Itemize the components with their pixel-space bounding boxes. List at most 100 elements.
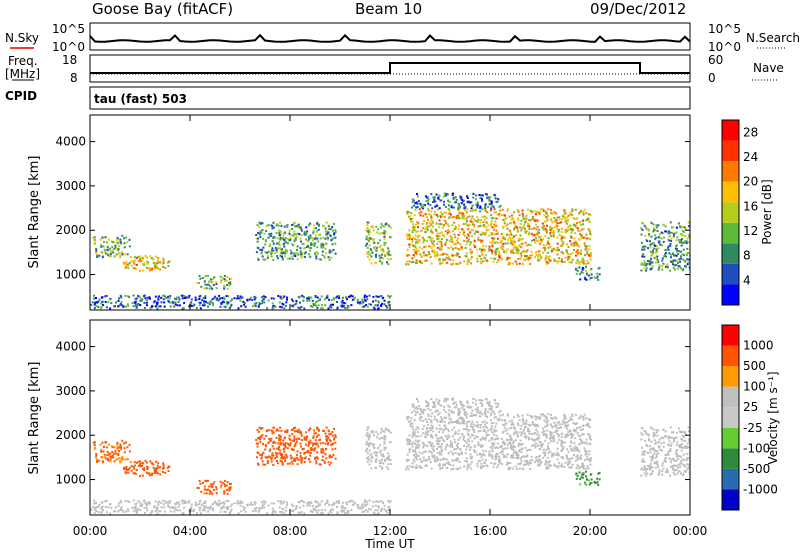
vel-cell: [492, 444, 494, 446]
vel-cell: [289, 435, 291, 437]
power-cell: [464, 223, 466, 225]
vel-cell: [207, 480, 209, 482]
power-cell: [561, 243, 563, 245]
power-cell: [196, 307, 198, 309]
power-cell: [231, 298, 233, 300]
power-cell: [686, 254, 688, 256]
power-cell: [448, 247, 450, 249]
power-cell: [421, 248, 423, 250]
vel-cell: [531, 456, 533, 458]
power-cell: [413, 249, 415, 251]
power-cell: [407, 238, 409, 240]
vel-cell: [124, 451, 126, 453]
power-cell: [531, 240, 533, 242]
power-cell: [421, 255, 423, 257]
power-cell: [651, 253, 653, 255]
vel-cell: [224, 483, 226, 485]
power-cell: [663, 241, 665, 243]
power-cell: [586, 251, 588, 253]
vel-cell: [390, 459, 392, 461]
power-cell: [213, 276, 215, 278]
vel-cell: [573, 429, 575, 431]
vel-cell: [676, 460, 678, 462]
vel-cell: [472, 402, 474, 404]
vel-cell: [688, 426, 690, 428]
vel-cell: [497, 403, 499, 405]
vel-cell: [146, 472, 148, 474]
vel-cell: [567, 424, 569, 426]
power-cell: [312, 300, 314, 302]
vel-cell: [544, 415, 546, 417]
power-cell: [316, 231, 318, 233]
power-cell: [528, 228, 530, 230]
vel-cell: [490, 462, 492, 464]
vel-cell: [134, 472, 136, 474]
power-cell: [143, 302, 145, 304]
power-cell: [559, 234, 561, 236]
power-cell: [539, 258, 541, 260]
vel-cell: [482, 450, 484, 452]
power-cell: [480, 241, 482, 243]
power-cell: [146, 263, 148, 265]
vel-cell: [416, 465, 418, 467]
power-cell: [570, 244, 572, 246]
vel-cell: [649, 451, 651, 453]
vel-cell: [458, 430, 460, 432]
power-cell: [193, 304, 195, 306]
power-cell: [203, 300, 205, 302]
power-cell: [665, 225, 667, 227]
power-cell: [479, 225, 481, 227]
power-cell: [476, 216, 478, 218]
power-cell: [655, 237, 657, 239]
power-cell: [685, 266, 687, 268]
vel-cell: [442, 463, 444, 465]
power-cell: [276, 251, 278, 253]
power-cell: [139, 256, 141, 258]
power-cell: [676, 248, 678, 250]
power-cell: [487, 196, 489, 198]
vel-cell: [480, 446, 482, 448]
vel-cell: [418, 444, 420, 446]
power-cell: [587, 220, 589, 222]
power-cell: [431, 263, 433, 265]
vel-cell: [502, 448, 504, 450]
power-cell: [252, 305, 254, 307]
vel-cell: [511, 448, 513, 450]
power-cell: [535, 252, 537, 254]
power-cell: [467, 225, 469, 227]
vel-cell: [491, 431, 493, 433]
power-cell: [485, 203, 487, 205]
vel-cell: [439, 440, 441, 442]
power-cell: [483, 221, 485, 223]
power-cell: [491, 220, 493, 222]
power-cell: [325, 243, 327, 245]
power-cell: [495, 218, 497, 220]
vel-cell: [547, 457, 549, 459]
power-cell: [413, 254, 415, 256]
vel-cell: [488, 434, 490, 436]
vel-cell: [334, 448, 336, 450]
power-cell: [284, 243, 286, 245]
vel-cell: [267, 460, 269, 462]
power-cell: [584, 278, 586, 280]
power-cell: [420, 205, 422, 207]
colorbar-tick-label: 28: [743, 125, 758, 139]
vel-cell: [462, 419, 464, 421]
vel-cell: [302, 448, 304, 450]
vel-cell: [584, 454, 586, 456]
vel-cell: [498, 418, 500, 420]
vel-cell: [477, 442, 479, 444]
power-cell: [418, 200, 420, 202]
power-cell: [472, 205, 474, 207]
vel-cell: [269, 448, 271, 450]
power-cell: [495, 225, 497, 227]
power-cell: [411, 257, 413, 259]
power-cell: [121, 301, 123, 303]
vel-cell: [419, 452, 421, 454]
power-cell: [585, 266, 587, 268]
vel-cell: [325, 453, 327, 455]
power-cell: [104, 236, 106, 238]
power-cell: [458, 228, 460, 230]
power-cell: [431, 242, 433, 244]
